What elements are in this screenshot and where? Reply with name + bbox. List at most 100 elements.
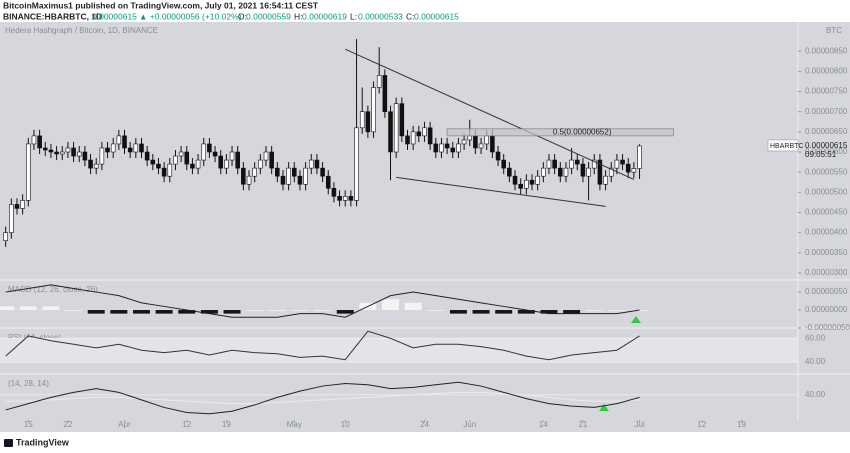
candle-body bbox=[144, 151, 150, 161]
y-tick-label: 0.00000700 bbox=[805, 107, 848, 116]
candle-body bbox=[269, 151, 274, 169]
candle-body bbox=[376, 75, 382, 88]
candle-body bbox=[371, 87, 376, 133]
candle-body bbox=[518, 183, 523, 189]
histogram-bar bbox=[517, 310, 535, 314]
logo bbox=[4, 439, 13, 447]
candle-body bbox=[444, 143, 450, 149]
chart-title: Hedera Hashgraph / Bitcoin, 1D, BINANCE bbox=[5, 26, 158, 35]
y-tick-label: 0.00000300 bbox=[805, 268, 848, 277]
candle-body bbox=[280, 175, 286, 185]
candle-body bbox=[359, 111, 365, 129]
candle-body bbox=[625, 163, 631, 173]
candle-body bbox=[9, 204, 14, 233]
ohlc-key: C: bbox=[406, 11, 415, 21]
ohlc-key: H: bbox=[294, 11, 303, 21]
candle-body bbox=[631, 168, 637, 173]
x-tick-label: 22 bbox=[63, 420, 72, 429]
y-tick-label: 0.00000000 bbox=[805, 305, 848, 314]
candle-body bbox=[59, 151, 65, 155]
candle-body bbox=[591, 159, 597, 169]
candle-body bbox=[246, 175, 252, 185]
change: ▲ +0.00000056 (+10.02%) bbox=[139, 11, 242, 21]
candle-body bbox=[31, 135, 37, 145]
histogram-bar bbox=[268, 310, 286, 311]
histogram-bar bbox=[65, 310, 83, 311]
x-tick-label: 19 bbox=[222, 420, 231, 429]
candle-body bbox=[122, 135, 127, 149]
candle-body bbox=[127, 147, 133, 153]
candle-body bbox=[99, 147, 105, 165]
signal-arrow bbox=[631, 316, 641, 323]
histogram-bar bbox=[0, 306, 15, 311]
candle-body bbox=[501, 159, 506, 169]
histogram-bar bbox=[563, 310, 581, 314]
candle-body bbox=[150, 159, 156, 165]
histogram-bar bbox=[314, 310, 332, 311]
x-tick-label: May bbox=[287, 420, 302, 429]
candle-body bbox=[524, 179, 529, 189]
candle-body bbox=[252, 167, 257, 177]
fib-label: 0.5(0.00000652) bbox=[553, 127, 612, 136]
candle-body bbox=[393, 103, 399, 153]
histogram-bar bbox=[382, 299, 399, 311]
candle-body bbox=[427, 127, 433, 145]
ohlc-value: 0.00000619 bbox=[302, 11, 347, 21]
histogram-bar bbox=[200, 310, 218, 314]
y-tick-label: 40.00 bbox=[805, 390, 826, 399]
y-tick-label: 0.00000550 bbox=[805, 167, 848, 176]
candle-body bbox=[541, 167, 546, 177]
candle-body bbox=[314, 159, 320, 169]
candle-body bbox=[54, 151, 59, 155]
x-tick-label: 12 bbox=[697, 420, 706, 429]
candle-body bbox=[512, 175, 518, 185]
y-tick-label: 0.00000850 bbox=[805, 46, 848, 55]
candle-body bbox=[263, 151, 269, 161]
candle-body bbox=[580, 163, 586, 177]
publisher: BitcoinMaximus1 published on TradingView… bbox=[3, 0, 319, 10]
y-tick-label: 0.00000350 bbox=[805, 248, 848, 257]
x-tick-label: 19 bbox=[737, 420, 746, 429]
fib-box bbox=[446, 128, 674, 137]
candle-body bbox=[484, 135, 490, 145]
candle-body bbox=[207, 143, 212, 153]
candle-body bbox=[608, 167, 614, 177]
candle-body bbox=[354, 127, 359, 201]
candle-body bbox=[563, 167, 569, 177]
histogram-bar bbox=[472, 310, 490, 314]
candle-body bbox=[241, 167, 246, 185]
candle-body bbox=[224, 159, 229, 169]
trendline bbox=[345, 48, 635, 180]
candle-body bbox=[20, 200, 25, 209]
candle-body bbox=[173, 155, 178, 165]
ohlc-key: O: bbox=[238, 11, 247, 21]
candle-body bbox=[495, 151, 501, 161]
candle-body bbox=[325, 175, 331, 189]
indicator-name: MACD (12, 26, close, 26) bbox=[8, 285, 98, 294]
indicator-line bbox=[5, 330, 640, 361]
candle-body bbox=[342, 196, 348, 201]
candle-body bbox=[320, 167, 325, 177]
x-tick-label: Jul bbox=[634, 420, 644, 429]
histogram-bar bbox=[110, 310, 128, 314]
histogram-bar bbox=[291, 310, 309, 311]
candle-body bbox=[286, 167, 291, 185]
candle-body bbox=[178, 151, 184, 157]
candle-body bbox=[229, 151, 235, 161]
y-tick-label: 60.00 bbox=[805, 333, 826, 342]
x-tick-label: Jun bbox=[463, 420, 476, 429]
candle-body bbox=[439, 143, 444, 153]
candle-body bbox=[399, 103, 405, 137]
candle-body bbox=[574, 159, 580, 165]
y-tick-label: 0.00000500 bbox=[805, 187, 848, 196]
signal-arrow bbox=[599, 404, 609, 411]
candle-body bbox=[569, 159, 574, 169]
candle-body bbox=[71, 147, 76, 157]
candle-body bbox=[558, 167, 563, 177]
histogram-bar bbox=[336, 310, 354, 314]
candle-body bbox=[297, 175, 303, 185]
candle-body bbox=[195, 159, 201, 169]
histogram-bar bbox=[133, 310, 150, 314]
candle-body bbox=[478, 143, 484, 149]
